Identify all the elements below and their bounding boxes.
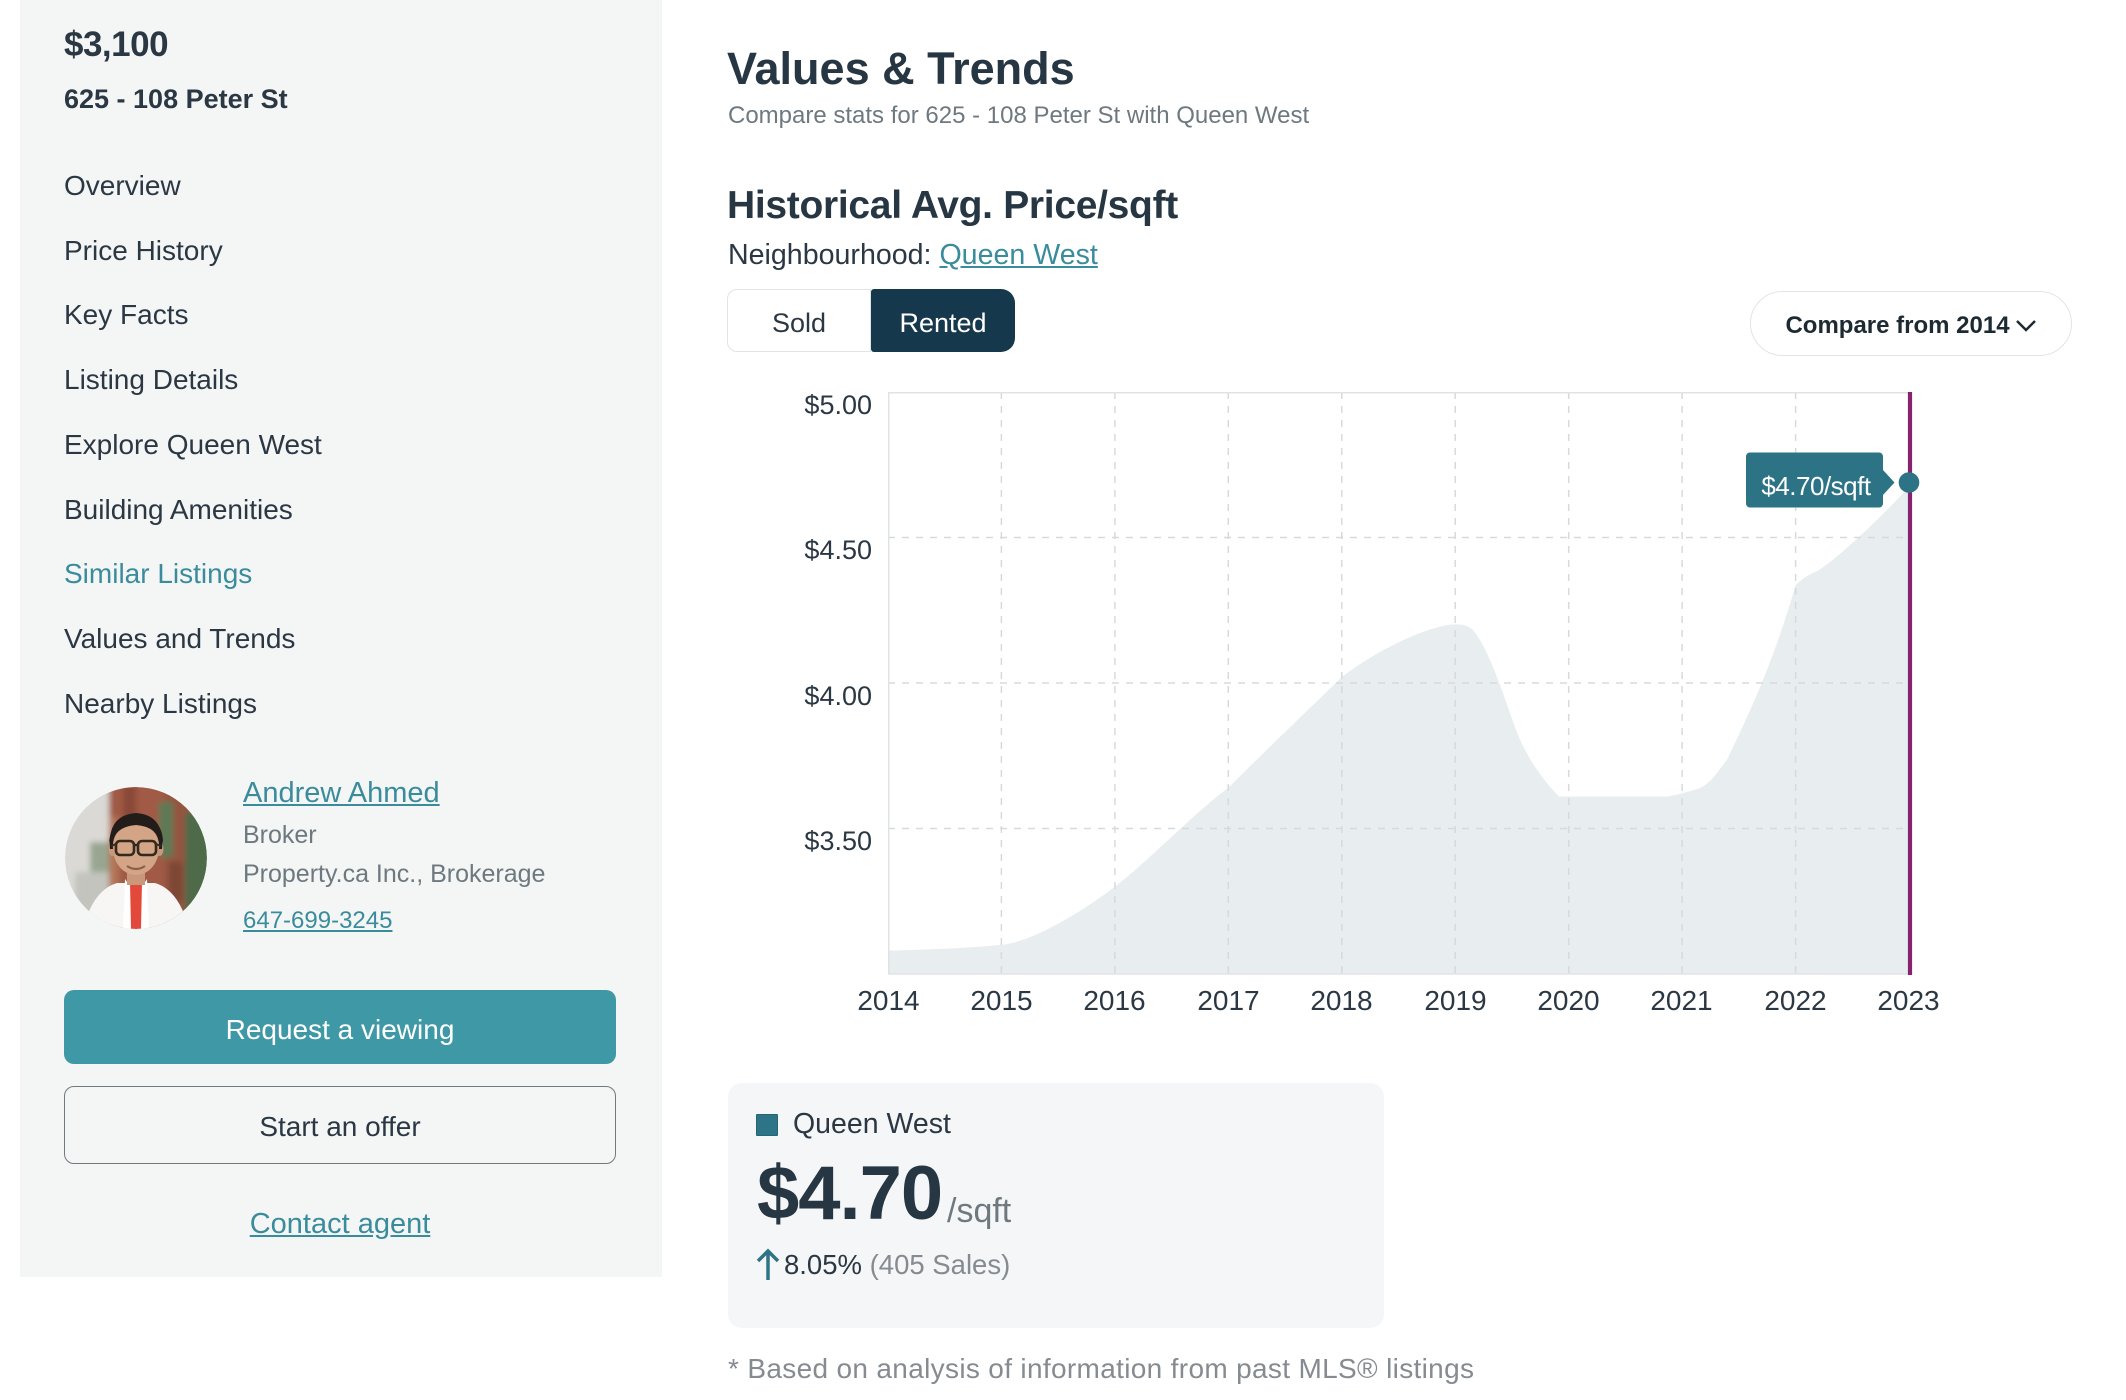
svg-text:$4.70/sqft: $4.70/sqft xyxy=(1761,471,1871,501)
